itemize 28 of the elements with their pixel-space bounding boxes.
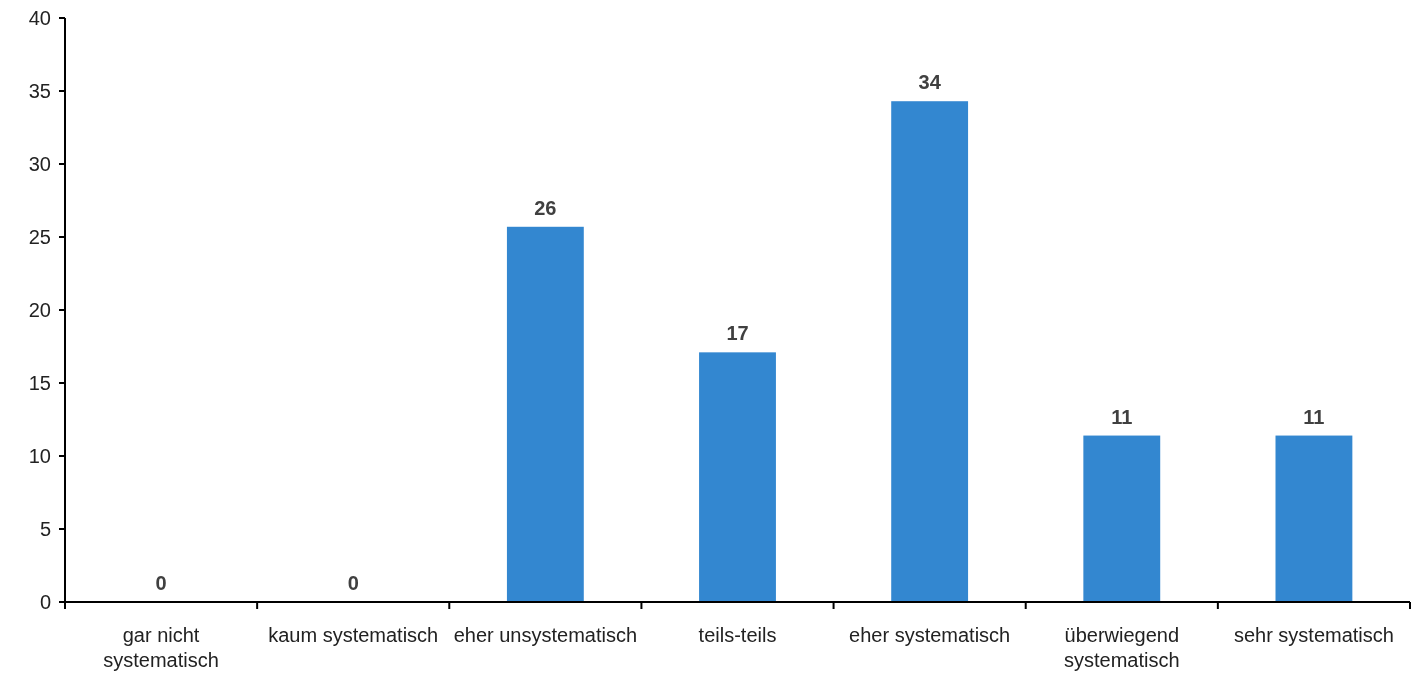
bar xyxy=(1083,435,1161,602)
y-tick-label: 20 xyxy=(28,299,51,321)
bar xyxy=(1275,435,1353,602)
y-tick-label: 15 xyxy=(28,372,51,394)
bar xyxy=(891,101,969,602)
bar xyxy=(506,226,584,602)
data-label: 11 xyxy=(1111,405,1133,428)
x-tick-label: sehr systematisch xyxy=(1233,624,1394,646)
x-tick-label: teils-teils xyxy=(698,624,777,646)
y-tick-label: 25 xyxy=(28,226,51,248)
y-tick-label: 40 xyxy=(28,7,51,29)
data-label: 0 xyxy=(347,572,359,594)
data-label: 0 xyxy=(155,572,167,594)
y-tick-label: 5 xyxy=(39,518,51,540)
bar xyxy=(699,352,776,602)
x-tick-label: kaum systematisch xyxy=(268,624,439,646)
data-label: 26 xyxy=(534,196,557,219)
data-label: 34 xyxy=(918,71,942,94)
y-tick-label: 10 xyxy=(28,445,51,467)
y-tick-label: 0 xyxy=(39,591,51,613)
data-label: 17 xyxy=(726,322,749,345)
x-tick-label: eher unsystematisch xyxy=(453,624,638,646)
y-tick-label: 35 xyxy=(28,80,51,102)
x-tick-label: überwiegend systematisch xyxy=(1063,624,1180,671)
y-tick-label: 30 xyxy=(28,153,51,175)
x-tick-label: eher systematisch xyxy=(849,624,1011,646)
data-label: 11 xyxy=(1303,405,1325,428)
x-tick-label: gar nicht systematisch xyxy=(103,624,219,671)
